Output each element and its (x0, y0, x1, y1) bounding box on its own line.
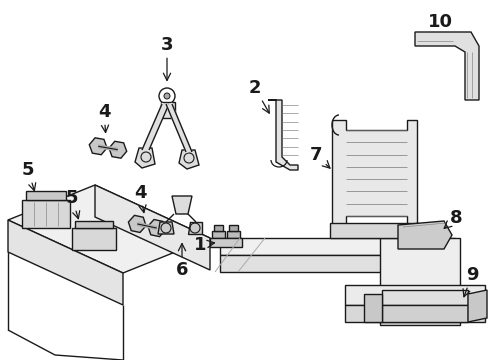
Polygon shape (345, 285, 485, 305)
Text: 2: 2 (249, 79, 270, 113)
Polygon shape (95, 185, 210, 270)
Polygon shape (75, 221, 113, 228)
Polygon shape (345, 305, 485, 322)
Polygon shape (72, 228, 116, 250)
Text: 5: 5 (22, 161, 36, 191)
Text: 9: 9 (463, 266, 478, 297)
Polygon shape (148, 220, 166, 237)
Polygon shape (229, 225, 238, 231)
Polygon shape (380, 305, 460, 325)
Polygon shape (158, 222, 174, 234)
Polygon shape (109, 141, 127, 158)
Polygon shape (382, 305, 468, 322)
Text: 3: 3 (161, 36, 173, 80)
Text: 4: 4 (134, 184, 146, 212)
Polygon shape (380, 238, 460, 305)
Polygon shape (8, 185, 210, 273)
Text: 4: 4 (98, 103, 110, 132)
Polygon shape (8, 220, 123, 305)
Polygon shape (364, 294, 382, 322)
Polygon shape (135, 148, 155, 168)
Polygon shape (382, 290, 468, 305)
Polygon shape (214, 225, 223, 231)
Text: 8: 8 (444, 209, 462, 228)
Polygon shape (468, 290, 487, 322)
Polygon shape (161, 102, 175, 118)
Text: 7: 7 (310, 146, 330, 168)
Polygon shape (330, 223, 419, 238)
Polygon shape (220, 255, 455, 272)
Polygon shape (268, 100, 298, 170)
Polygon shape (188, 222, 202, 234)
Polygon shape (398, 221, 452, 249)
Polygon shape (26, 191, 66, 200)
Text: 10: 10 (427, 13, 452, 31)
Polygon shape (22, 200, 70, 228)
Text: 5: 5 (66, 189, 80, 219)
Text: 1: 1 (194, 236, 215, 254)
Polygon shape (415, 32, 479, 100)
Polygon shape (227, 231, 240, 238)
Polygon shape (89, 138, 107, 155)
Polygon shape (172, 196, 192, 214)
Polygon shape (332, 120, 417, 225)
Polygon shape (220, 238, 455, 255)
Polygon shape (210, 238, 242, 247)
Polygon shape (179, 150, 199, 169)
Polygon shape (212, 231, 225, 238)
Circle shape (164, 93, 170, 99)
Text: 6: 6 (176, 244, 188, 279)
Polygon shape (128, 215, 146, 233)
